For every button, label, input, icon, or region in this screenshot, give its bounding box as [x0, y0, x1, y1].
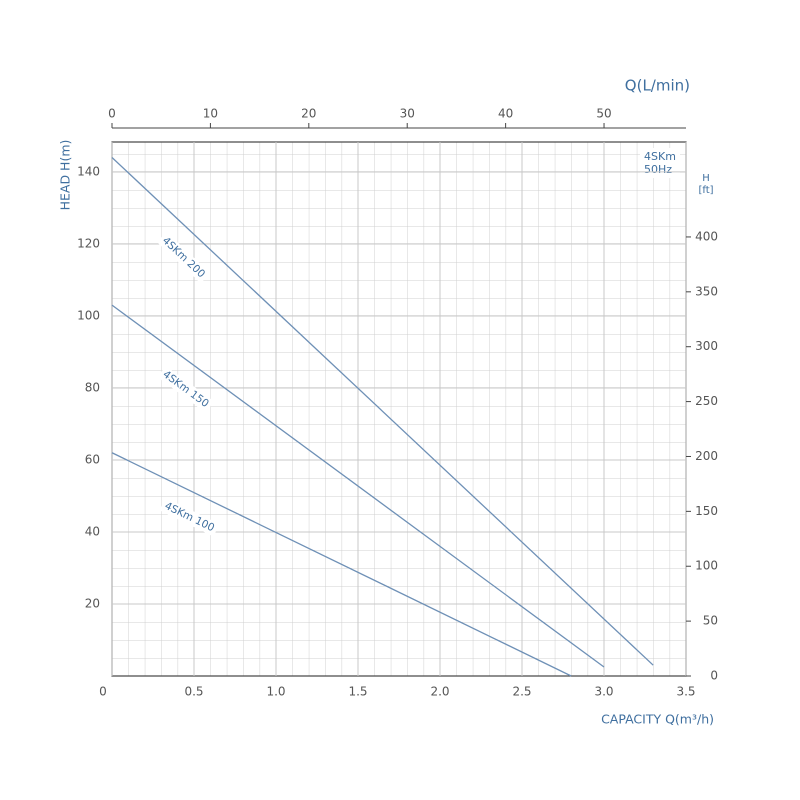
y-tick-label: 140 — [77, 164, 100, 178]
y-tick-label: 120 — [77, 236, 100, 250]
series-line — [111, 452, 572, 677]
y2-tick-label: 50 — [703, 614, 718, 628]
y2-tick-label: 0 — [710, 669, 718, 683]
annotation-box — [640, 148, 680, 178]
x2-tick-label: 30 — [400, 107, 415, 121]
x2-tick-label: 40 — [498, 107, 513, 121]
y-tick-label: 20 — [85, 596, 100, 610]
x2-tick-label: 20 — [301, 107, 316, 121]
y2-tick-label: 400 — [695, 229, 718, 243]
x-axis-title: CAPACITY Q(m³/h) — [601, 712, 714, 727]
x-tick-label: 0.5 — [184, 685, 203, 699]
x-tick-label: 1.5 — [348, 685, 367, 699]
y-tick-label: 60 — [85, 452, 100, 466]
x-tick-label: 0 — [99, 685, 107, 699]
x-tick-label: 3.5 — [676, 685, 695, 699]
y2-tick-label: 200 — [695, 449, 718, 463]
y2-tick-label: 350 — [695, 284, 718, 298]
x2-tick-label: 50 — [596, 107, 611, 121]
series-line — [111, 157, 654, 666]
minor-grid — [112, 142, 686, 676]
annotation: 4SKm — [644, 150, 676, 163]
x-tick-label: 2.0 — [430, 685, 449, 699]
y2-axis-title: [ft] — [698, 185, 713, 196]
y-tick-label: 40 — [85, 524, 100, 538]
y2-tick-label: 100 — [695, 559, 718, 573]
annotation: 50Hz — [644, 163, 672, 176]
series-line — [111, 304, 605, 668]
y-axis-title: HEAD H(m) — [58, 140, 73, 211]
x2-axis-title: Q(L/min) — [625, 77, 690, 95]
x2-tick-label: 10 — [203, 107, 218, 121]
series-label-bg — [156, 231, 211, 284]
x2-tick-label: 0 — [108, 107, 116, 121]
y2-tick-label: 150 — [695, 504, 718, 518]
series-label-bg — [159, 497, 220, 537]
y-tick-label: 100 — [77, 308, 100, 322]
y2-tick-label: 300 — [695, 339, 718, 353]
y2-axis-title: H — [702, 173, 710, 184]
x-tick-label: 1.0 — [266, 685, 285, 699]
y2-tick-label: 250 — [695, 394, 718, 408]
x-tick-label: 3.0 — [594, 685, 613, 699]
y-tick-label: 80 — [85, 380, 100, 394]
series-label-bg — [157, 365, 215, 413]
x-tick-label: 2.5 — [512, 685, 531, 699]
